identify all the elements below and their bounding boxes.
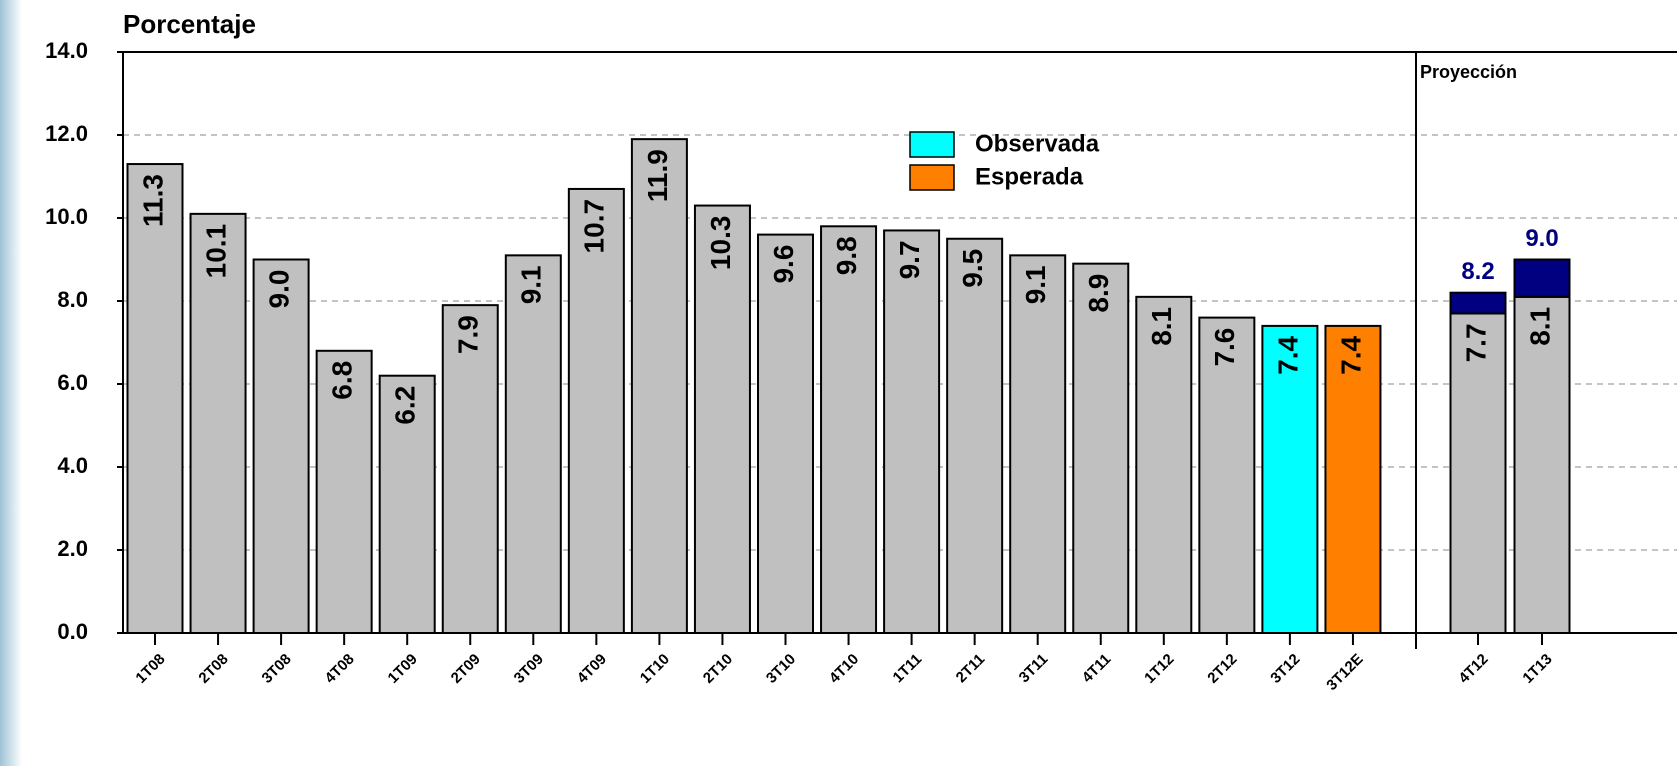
- x-tick-label: 4T08: [322, 651, 358, 687]
- y-tick-label: 10.0: [45, 204, 88, 229]
- decor-strip: [0, 0, 22, 766]
- x-tick-label: 1T10: [637, 651, 673, 687]
- bar: [504, 254, 562, 634]
- bar: [1513, 258, 1571, 298]
- y-tick-label: 8.0: [57, 287, 88, 312]
- x-tick-label: 1T12: [1141, 651, 1177, 687]
- value-label: 7.4: [1335, 335, 1366, 374]
- value-label: 6.8: [327, 361, 358, 400]
- y-tick-label: 12.0: [45, 121, 88, 146]
- bar: [820, 225, 878, 635]
- x-tick-label: 2T11: [953, 651, 989, 687]
- x-tick-label: 4T10: [826, 651, 862, 687]
- value-label: 10.3: [705, 216, 736, 270]
- legend-label: Observada: [975, 130, 1100, 157]
- x-tick-label: 2T09: [448, 651, 484, 687]
- x-tick-label: 4T09: [574, 651, 610, 687]
- bar: [1135, 295, 1193, 634]
- bar: [1449, 291, 1507, 315]
- bar: [126, 163, 184, 635]
- value-label: 9.7: [894, 240, 925, 279]
- x-tick-label: 3T12: [1267, 651, 1303, 687]
- x-tick-label: 3T09: [511, 651, 547, 687]
- value-label: 8.9: [1083, 274, 1114, 313]
- value-label: 8.1: [1146, 307, 1177, 346]
- x-tick-label: 4T12: [1455, 651, 1491, 687]
- bar: [946, 237, 1004, 634]
- value-label: 6.2: [390, 386, 421, 425]
- value-label: 11.9: [642, 149, 673, 202]
- bar: [1261, 324, 1319, 634]
- x-tick-label: 3T08: [259, 651, 295, 687]
- bar: [252, 258, 310, 634]
- x-tick-label: 3T11: [1016, 651, 1052, 687]
- value-label: 8.1: [1524, 307, 1555, 346]
- x-tick-label: 1T08: [132, 651, 168, 687]
- value-label: 9.1: [516, 265, 547, 304]
- y-tick-label: 2.0: [57, 536, 88, 561]
- value-label: 9.0: [263, 270, 294, 309]
- legend-swatch: [909, 164, 955, 191]
- bar: [1513, 295, 1571, 634]
- bar: [189, 212, 247, 634]
- legend-label: Esperada: [975, 163, 1084, 190]
- total-label: 8.2: [1461, 258, 1494, 285]
- value-label: 9.5: [957, 249, 988, 288]
- x-tick-label: 2T08: [195, 651, 231, 687]
- bar: [567, 187, 625, 634]
- value-label: 7.4: [1272, 335, 1303, 374]
- bar: [757, 233, 814, 634]
- bar: [630, 138, 688, 634]
- value-label: 7.9: [453, 315, 484, 354]
- bar: [1324, 324, 1382, 634]
- bar: [1009, 254, 1067, 634]
- y-tick-label: 6.0: [57, 370, 88, 395]
- bar: [693, 204, 751, 635]
- value-label: 7.7: [1460, 323, 1491, 362]
- chart-title: Porcentaje: [123, 9, 256, 39]
- value-label: 10.1: [200, 224, 231, 278]
- bar: [1198, 316, 1256, 634]
- bar: [441, 304, 499, 634]
- x-tick-label: 3T10: [763, 651, 799, 687]
- value-label: 9.6: [768, 245, 799, 284]
- bar: [1072, 262, 1130, 634]
- total-label: 9.0: [1525, 225, 1558, 252]
- projection-label: Proyección: [1420, 62, 1517, 82]
- value-label: 10.7: [579, 199, 610, 254]
- x-tick-label: 2T12: [1204, 651, 1240, 687]
- legend-swatch: [909, 131, 955, 158]
- y-tick-label: 0.0: [57, 619, 88, 644]
- x-tick-label: 3T12E: [1323, 651, 1366, 694]
- x-tick-label: 4T11: [1079, 651, 1115, 687]
- bar: [883, 229, 941, 634]
- x-tick-label: 2T10: [700, 651, 736, 687]
- y-tick-label: 14.0: [45, 38, 88, 63]
- x-tick-label: 1T13: [1519, 651, 1555, 687]
- x-tick-label: 1T09: [385, 651, 421, 687]
- y-tick-label: 4.0: [57, 453, 88, 478]
- bar: [378, 374, 436, 634]
- value-label: 9.1: [1020, 265, 1051, 304]
- value-label: 11.3: [137, 174, 168, 227]
- value-label: 9.8: [831, 236, 862, 275]
- value-label: 7.6: [1209, 328, 1240, 367]
- x-tick-label: 1T11: [890, 651, 926, 687]
